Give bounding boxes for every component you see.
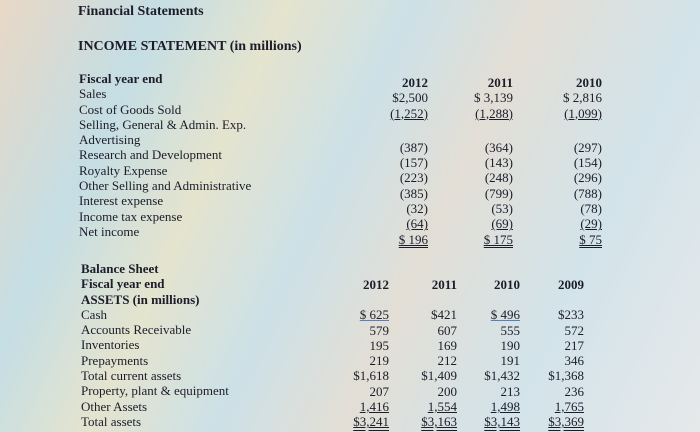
- year-header: 2011: [487, 75, 513, 90]
- label-fiscal-year-end: Fiscal year end: [81, 276, 165, 292]
- year-header: 2010: [494, 277, 520, 292]
- prepayments-value: 212: [437, 353, 458, 369]
- label-fiscal-year-end: Fiscal year end: [79, 71, 163, 86]
- inventories-value: 195: [369, 337, 390, 353]
- ar-value: 579: [369, 322, 390, 338]
- total-assets-value: $3,369: [548, 414, 584, 430]
- interest-value: (78): [580, 201, 602, 217]
- balance-column-2011: 2011 $421 607 169 212 $1,409 200 1,554 $…: [421, 277, 457, 430]
- ppe-value: 213: [500, 383, 521, 399]
- net-income-value: $ 75: [579, 231, 602, 247]
- total-assets-value: $3,241: [353, 414, 389, 430]
- label-inventories: Inventories: [81, 337, 140, 353]
- sales-value: $2,500: [392, 90, 428, 106]
- label-cash: Cash: [81, 306, 107, 322]
- balance-sheet-labels: Balance Sheet Fiscal year end ASSETS (in…: [81, 261, 229, 429]
- prepayments-value: 191: [500, 353, 521, 369]
- balance-column-2009: 2009 $233 572 217 346 $1,368 236 1,765 $…: [548, 277, 584, 430]
- cash-value: $421: [431, 307, 457, 323]
- label-advertising: Advertising: [79, 132, 141, 148]
- tax-value: (29): [580, 216, 602, 232]
- ar-value: 555: [500, 322, 521, 338]
- label-total-current-assets: Total current assets: [81, 368, 182, 384]
- tax-value: (64): [406, 216, 428, 232]
- rnd-value: (143): [484, 155, 513, 171]
- label-interest: Interest expense: [79, 193, 164, 209]
- prepayments-value: 346: [564, 353, 585, 369]
- assets-heading: ASSETS (in millions): [81, 291, 200, 307]
- income-column-2010: 2010 $ 2,816 (1,099) (297) (154) (296) (…: [563, 75, 602, 247]
- sales-value: $ 2,816: [563, 90, 602, 106]
- advertising-value: (297): [573, 139, 602, 155]
- royalty-value: (296): [573, 170, 602, 186]
- other-assets-value: 1,416: [359, 399, 389, 415]
- label-prepayments: Prepayments: [81, 352, 149, 368]
- total-assets-value: $3,163: [421, 414, 457, 430]
- ar-value: 572: [564, 322, 585, 338]
- interest-value: (53): [491, 201, 513, 217]
- label-accounts-receivable: Accounts Receivable: [81, 322, 192, 338]
- other-assets-value: 1,554: [427, 399, 457, 415]
- year-header: 2011: [431, 277, 457, 292]
- rnd-value: (157): [399, 155, 428, 171]
- label-ppe: Property, plant & equipment: [81, 383, 229, 399]
- other-sga-value: (799): [484, 185, 513, 201]
- label-other-sga: Other Selling and Administrative: [79, 178, 252, 194]
- label-net-income: Net income: [79, 223, 140, 239]
- label-tax: Income tax expense: [79, 208, 183, 224]
- label-rnd: Research and Development: [79, 147, 222, 163]
- ppe-value: 207: [369, 383, 390, 399]
- year-header: 2012: [363, 277, 389, 292]
- other-assets-value: 1,498: [490, 399, 520, 415]
- cash-value: $ 625: [359, 307, 389, 323]
- total-current-assets-value: $1,618: [353, 368, 389, 384]
- document-title: Financial Statements: [78, 4, 204, 19]
- year-header: 2010: [576, 75, 602, 90]
- royalty-value: (248): [484, 170, 513, 186]
- cogs-value: (1,252): [390, 105, 428, 121]
- cogs-value: (1,099): [564, 105, 602, 121]
- advertising-value: (364): [484, 139, 513, 155]
- cash-value: $ 496: [490, 307, 520, 323]
- cogs-value: (1,288): [475, 105, 513, 121]
- total-current-assets-value: $1,409: [421, 368, 457, 384]
- net-income-value: $ 196: [398, 231, 428, 247]
- royalty-value: (223): [399, 170, 428, 186]
- other-assets-value: 1,765: [554, 399, 584, 415]
- label-cogs: Cost of Goods Sold: [79, 101, 182, 117]
- other-sga-value: (788): [573, 185, 602, 201]
- inventories-value: 190: [500, 337, 521, 353]
- interest-value: (32): [406, 201, 428, 217]
- ppe-value: 200: [437, 383, 458, 399]
- label-other-assets: Other Assets: [81, 398, 148, 414]
- balance-sheet-heading: Balance Sheet: [81, 261, 159, 276]
- total-assets-value: $3,143: [484, 414, 520, 430]
- advertising-value: (387): [399, 139, 428, 155]
- tax-value: (69): [491, 216, 513, 232]
- income-column-2011: 2011 $ 3,139 (1,288) (364) (143) (248) (…: [474, 75, 513, 247]
- ppe-value: 236: [564, 383, 585, 399]
- sales-value: $ 3,139: [474, 90, 513, 106]
- other-sga-value: (385): [399, 185, 428, 201]
- label-sales: Sales: [79, 86, 107, 102]
- rnd-value: (154): [573, 155, 602, 171]
- prepayments-value: 219: [369, 353, 390, 369]
- income-statement-labels: Fiscal year end Sales Cost of Goods Sold…: [79, 71, 251, 239]
- total-current-assets-value: $1,368: [548, 368, 584, 384]
- cash-value: $233: [558, 307, 584, 323]
- label-total-assets: Total assets: [81, 413, 142, 429]
- income-statement-heading: INCOME STATEMENT (in millions): [78, 39, 302, 54]
- balance-column-2012: 2012 $ 625 579 195 219 $1,618 207 1,416 …: [353, 277, 389, 430]
- net-income-value: $ 175: [483, 231, 513, 247]
- label-royalty: Royalty Expense: [79, 162, 168, 178]
- total-current-assets-value: $1,432: [484, 368, 520, 384]
- ar-value: 607: [437, 322, 458, 338]
- label-sga: Selling, General & Admin. Exp.: [79, 116, 247, 132]
- inventories-value: 169: [437, 337, 458, 353]
- inventories-value: 217: [564, 337, 585, 353]
- year-header: 2009: [558, 277, 584, 292]
- year-header: 2012: [402, 75, 428, 90]
- balance-column-2010: 2010 $ 496 555 190 191 $1,432 213 1,498 …: [484, 277, 520, 430]
- income-column-2012: 2012 $2,500 (1,252) (387) (157) (223) (3…: [390, 75, 428, 247]
